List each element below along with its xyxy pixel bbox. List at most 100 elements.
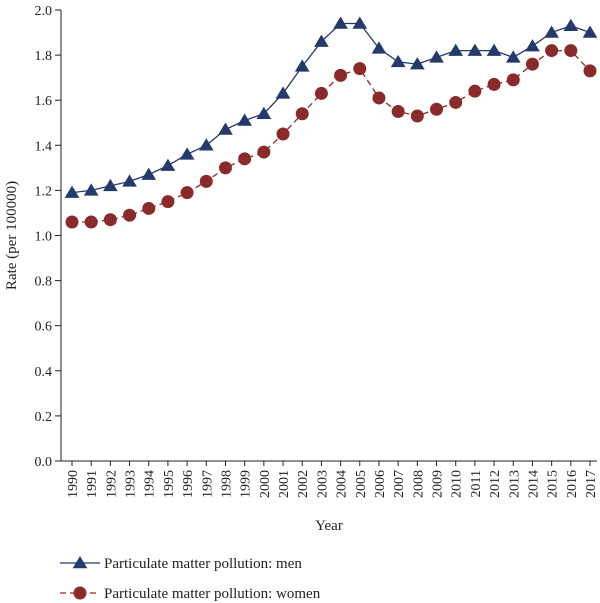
series-1-point [275,86,291,99]
series-1-point [486,43,502,56]
x-tick-label: 2012 [488,470,503,498]
x-tick-label: 2017 [584,470,599,498]
series-1-point [103,178,118,192]
series-2-point [161,195,175,209]
series-2-point [468,84,482,98]
x-tick-label: 1998 [219,470,234,498]
legend-item-1: Particulate matter pollution: men [60,556,302,572]
legend-marker [72,556,88,569]
series-1-point [314,34,329,47]
legend-label: Particulate matter pollution: men [104,556,302,572]
series-1-point [141,167,157,180]
x-tick-label: 2003 [315,470,330,498]
series-1-point [409,57,425,70]
series-1-point [505,50,521,63]
series-2-point [257,145,271,159]
x-tick-label: 2015 [546,470,561,498]
series-2-point [506,73,520,87]
x-tick-label: 2008 [411,470,426,498]
y-axis-title: Rate (per 100000) [4,181,20,290]
series-1-point [525,39,540,52]
y-tick-label: 1.0 [35,230,53,245]
y-tick-label: 0.4 [35,365,53,380]
y-tick-label: 0.8 [35,275,53,290]
x-tick-label: 1994 [143,470,158,498]
series-2 [65,44,597,229]
series-2-point [238,152,252,166]
y-tick-label: 1.2 [35,184,53,199]
x-tick-label: 1999 [239,470,254,498]
series-2-point [545,44,559,58]
series-1-point [371,41,387,54]
series-2-point [180,186,194,200]
series-2-point [525,57,539,71]
series-2-point [84,215,98,229]
series-1-point [64,185,80,198]
y-tick-label: 0.6 [35,320,53,335]
series-1-point [333,16,348,29]
series-1-point [390,54,406,68]
x-tick-label: 2016 [565,470,580,498]
y-tick-label: 1.4 [35,139,53,154]
y-tick-label: 1.8 [35,49,53,64]
series-1-point [544,25,559,38]
series-1-line [71,22,591,194]
series-2-point [199,174,213,188]
series-1-point [582,25,598,38]
series-1-point [256,106,272,119]
x-tick-label: 2007 [392,470,407,498]
y-tick-label: 2.0 [35,4,53,19]
x-tick-label: 1996 [181,470,196,498]
series-2-point [430,102,444,116]
series-1-point [198,138,214,151]
series-1-point [352,16,368,29]
x-tick-label: 2011 [469,470,484,497]
x-tick-label: 2001 [277,470,292,498]
series-2-point [391,104,405,118]
series-2-point [410,109,424,123]
series-2-point [372,91,386,105]
series-1-point [563,18,579,32]
x-tick-label: 2009 [431,470,446,498]
series-2-point [218,161,232,175]
x-tick-label: 1990 [66,470,81,498]
x-tick-label: 2005 [354,470,369,498]
series-2-point [276,127,290,141]
series-1-point [179,147,195,160]
x-axis-title: Year [315,518,343,534]
series-2-point [583,64,597,78]
x-tick-label: 2004 [335,470,350,498]
y-tick-label: 0.2 [35,410,53,425]
series-2-point [314,86,328,100]
x-tick-label: 1991 [85,470,100,498]
x-tick-label: 2000 [258,470,273,498]
legend-label: Particulate matter pollution: women [104,586,321,602]
series-1 [64,16,598,198]
series-2-point [334,68,348,82]
series-1-point [122,174,137,187]
x-tick-label: 2006 [373,470,388,498]
x-tick-label: 1993 [124,470,139,498]
legend-item-2: Particulate matter pollution: women [60,586,321,602]
series-1-point [467,43,483,56]
series-2-point [103,213,117,227]
series-2-point [487,77,501,91]
series-2-point [353,62,367,76]
legend-marker [73,586,87,600]
series-1-point [429,50,444,63]
series-2-point [564,44,578,58]
x-tick-label: 2002 [296,470,311,498]
x-tick-label: 2013 [507,470,522,498]
series-2-line [72,49,591,223]
x-tick-label: 1992 [104,470,119,498]
series-1-point [83,183,99,196]
x-axis-ticks: 1990 1991 1992 1993 1994 1995 1996 1997 1998 1999… [66,461,599,498]
y-tick-label: 0.0 [35,455,53,470]
y-axis-ticks: 0.0 0.2 0.4 0.6 0.8 1.0 1.2 1.4 1.6 1.8 2.0 [35,4,61,470]
series-1-point [448,43,464,56]
series-1-point [294,59,310,72]
series-1-point [160,158,176,171]
series-2-point [449,95,463,109]
series-2-point [142,201,156,215]
